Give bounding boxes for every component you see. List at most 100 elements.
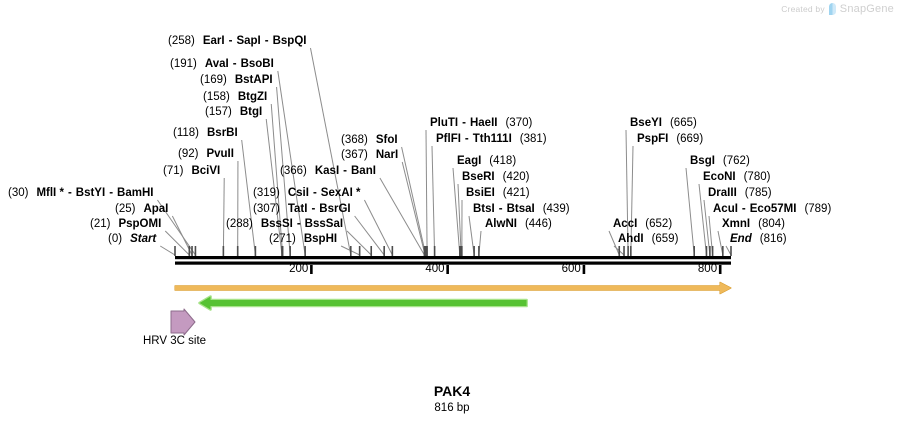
- enzyme-label-row[interactable]: (157) BtgI: [205, 106, 262, 118]
- enzyme-site-position: (804): [758, 218, 785, 230]
- enzyme-label-row[interactable]: (367) NarI: [341, 149, 398, 161]
- enzyme-label-row[interactable]: BsiEI (421): [466, 187, 530, 199]
- enzyme-name: PspFI: [637, 133, 669, 145]
- enzyme-site-position: (169): [200, 74, 227, 86]
- enzyme-name: EarI: [202, 35, 225, 47]
- enzyme-label-row[interactable]: BtsI - BtsaI (439): [473, 203, 570, 215]
- enzyme-name: AccI: [613, 218, 638, 230]
- enzyme-label-row[interactable]: (271) BspHI: [269, 233, 337, 245]
- orange-track[interactable]: [174, 281, 732, 295]
- orange-track-arrow[interactable]: [174, 281, 732, 295]
- enzyme-label-row[interactable]: BsgI (762): [690, 155, 750, 167]
- enzyme-name: BspQI: [272, 35, 307, 47]
- enzyme-separator: -: [311, 203, 316, 215]
- leader-line: [703, 199, 711, 256]
- enzyme-site-position: (25): [115, 203, 136, 215]
- leader-line: [164, 230, 190, 256]
- enzyme-name: EcoNI: [703, 171, 736, 183]
- enzyme-label-row[interactable]: (158) BtgZI: [203, 91, 267, 103]
- ruler-tick: [446, 265, 449, 274]
- feature-shapes: [170, 308, 196, 336]
- ruler-ticks: [310, 265, 722, 274]
- ruler-tick: [582, 265, 586, 274]
- enzyme-site-position: (191): [170, 58, 197, 70]
- enzyme-name: PluTI: [430, 117, 459, 129]
- enzyme-label-row[interactable]: EagI (418): [457, 155, 516, 167]
- enzyme-label-row[interactable]: PluTI - HaeII (370): [430, 117, 532, 129]
- enzyme-label-row[interactable]: (258) EarI - SapI - BspQI: [168, 35, 306, 47]
- enzyme-label-row[interactable]: (169) BstAPI: [200, 74, 273, 86]
- leader-line: [468, 215, 475, 256]
- enzyme-label-row[interactable]: XmnI (804): [722, 218, 785, 230]
- enzyme-label-row[interactable]: BseRI (420): [462, 171, 529, 183]
- enzyme-site-position: (370): [505, 117, 533, 129]
- enzyme-site-position: (118): [173, 127, 199, 139]
- enzyme-site-position: (307): [253, 203, 280, 215]
- enzyme-label-row[interactable]: AlwNI (446): [485, 218, 552, 230]
- enzyme-name: SfoI: [375, 134, 398, 146]
- enzyme-name: DraIII: [708, 187, 737, 199]
- enzyme-label-row[interactable]: PflFI - Tth111I (381): [436, 133, 547, 145]
- enzyme-label-row[interactable]: BseYI (665): [630, 117, 697, 129]
- enzyme-name: XmnI: [722, 218, 751, 230]
- enzyme-label-row[interactable]: (21) PspOMI: [90, 218, 161, 230]
- enzyme-label-row[interactable]: AhdI (659): [618, 233, 678, 245]
- enzyme-site-position: (665): [669, 117, 697, 129]
- enzyme-site-position: (288): [226, 218, 253, 230]
- leader-line: [379, 177, 425, 256]
- leader-line: [157, 199, 196, 256]
- enzyme-name: BseRI: [462, 171, 495, 183]
- enzyme-site-position: (420): [502, 171, 530, 183]
- enzyme-label-row[interactable]: (25) ApaI: [115, 203, 168, 215]
- enzyme-label-row[interactable]: (71) BciVI: [163, 165, 220, 177]
- green-track[interactable]: [198, 295, 528, 311]
- enzyme-label-row[interactable]: (319) CsiI - SexAI *: [253, 187, 360, 199]
- enzyme-label-row[interactable]: (118) BsrBI: [173, 127, 238, 139]
- enzyme-name: AvaI: [204, 58, 229, 70]
- leader-line: [608, 230, 620, 256]
- enzyme-name: BtsI: [473, 203, 495, 215]
- leader-line: [625, 129, 629, 256]
- enzyme-name: PflFI: [436, 133, 461, 145]
- enzyme-label-row[interactable]: (191) AvaI - BsoBI: [170, 58, 274, 70]
- enzyme-name: BsrBI: [207, 127, 238, 139]
- enzyme-name: SapI: [236, 35, 261, 47]
- green-track-arrow[interactable]: [198, 295, 528, 311]
- leader-line: [717, 230, 724, 256]
- feature-arrow-hrv-3c-site[interactable]: [170, 308, 196, 336]
- enzyme-separator: -: [741, 203, 746, 215]
- enzyme-name: EagI: [457, 155, 482, 167]
- enzyme-label-row[interactable]: (288) BssSI - BssSaI: [226, 218, 343, 230]
- enzyme-label-row[interactable]: (30) MflI * - BstYI - BamHI: [8, 187, 153, 199]
- enzyme-name: ApaI: [143, 203, 169, 215]
- enzyme-label-row[interactable]: (0) Start: [108, 233, 156, 245]
- enzyme-name: MflI *: [36, 187, 64, 199]
- sequence-terminal-label: End: [730, 233, 752, 245]
- enzyme-separator: -: [109, 187, 114, 199]
- ruler-tick: [310, 265, 313, 274]
- enzyme-site-position: (258): [168, 35, 195, 47]
- leader-line: [309, 47, 352, 256]
- enzyme-site-position: (762): [722, 155, 750, 167]
- enzyme-label-row[interactable]: AcuI - Eco57MI (789): [713, 203, 831, 215]
- enzyme-name: HaeII: [469, 117, 498, 129]
- leader-line: [346, 230, 372, 256]
- enzyme-separator: -: [296, 218, 301, 230]
- enzyme-label-row[interactable]: (92) PvuII: [178, 148, 234, 160]
- enzyme-label-row[interactable]: (307) TatI - BsrGI: [253, 203, 351, 215]
- enzyme-label-row[interactable]: End (816): [730, 233, 787, 245]
- enzyme-label-row[interactable]: (366) KasI - BanI: [280, 165, 376, 177]
- enzyme-site-position: (789): [804, 203, 832, 215]
- enzyme-label-row[interactable]: AccI (652): [613, 218, 672, 230]
- enzyme-label-row[interactable]: (368) SfoI: [341, 134, 398, 146]
- enzyme-label-row[interactable]: DraIII (785): [708, 187, 772, 199]
- enzyme-site-position: (71): [163, 165, 184, 177]
- leader-line: [698, 183, 707, 256]
- enzyme-name: BsoBI: [240, 58, 274, 70]
- enzyme-label-row[interactable]: PspFI (669): [637, 133, 703, 145]
- enzyme-name: CsiI: [287, 187, 309, 199]
- ruler-tick-label: 800: [697, 263, 718, 275]
- enzyme-name: TatI: [287, 203, 308, 215]
- enzyme-label-row[interactable]: EcoNI (780): [703, 171, 770, 183]
